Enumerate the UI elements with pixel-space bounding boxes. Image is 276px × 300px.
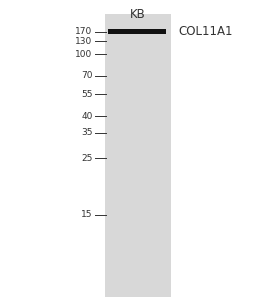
Text: 100: 100: [75, 50, 92, 58]
Bar: [105, 14, 171, 297]
Text: 55: 55: [81, 90, 92, 99]
Text: 170: 170: [75, 27, 92, 36]
Text: 35: 35: [81, 128, 92, 137]
Text: 70: 70: [81, 71, 92, 80]
Text: 40: 40: [81, 112, 92, 121]
Text: COL11A1: COL11A1: [178, 25, 232, 38]
Text: 130: 130: [75, 37, 92, 46]
Text: 25: 25: [81, 154, 92, 163]
Bar: [108, 29, 166, 34]
Text: 15: 15: [81, 210, 92, 219]
Text: KB: KB: [130, 8, 146, 20]
